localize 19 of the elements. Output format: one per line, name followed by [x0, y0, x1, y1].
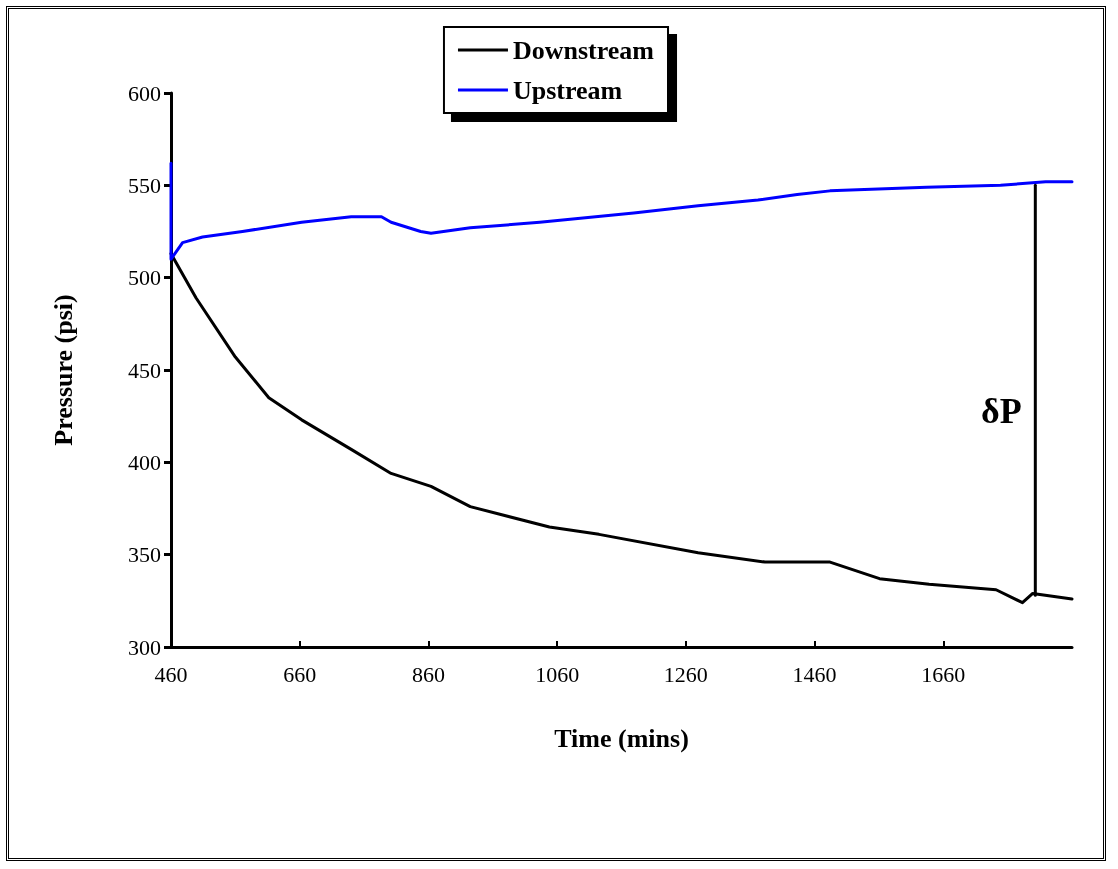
y-tick-label: 400 [128, 449, 161, 475]
x-tick-label: 1260 [663, 661, 708, 687]
x-tick-label: 1460 [792, 661, 837, 687]
y-tick-label: 500 [128, 265, 161, 291]
y-tick-label: 550 [128, 172, 161, 198]
y-tick-label: 300 [128, 634, 161, 660]
y-axis-title: Pressure (psi) [48, 294, 78, 446]
legend-label: Downstream [512, 35, 655, 65]
annotation: δP [980, 390, 1022, 431]
legend-label: Upstream [512, 75, 623, 105]
x-tick-label: 660 [283, 661, 317, 687]
x-tick-label: 1660 [921, 661, 966, 687]
x-tick-label: 460 [154, 661, 188, 687]
y-tick-label: 600 [128, 80, 161, 106]
x-axis-title: Time (mins) [554, 723, 689, 753]
x-tick-label: 860 [411, 661, 445, 687]
y-tick-label: 350 [128, 542, 161, 568]
x-tick-label: 1060 [535, 661, 580, 687]
y-tick-label: 450 [128, 357, 161, 383]
